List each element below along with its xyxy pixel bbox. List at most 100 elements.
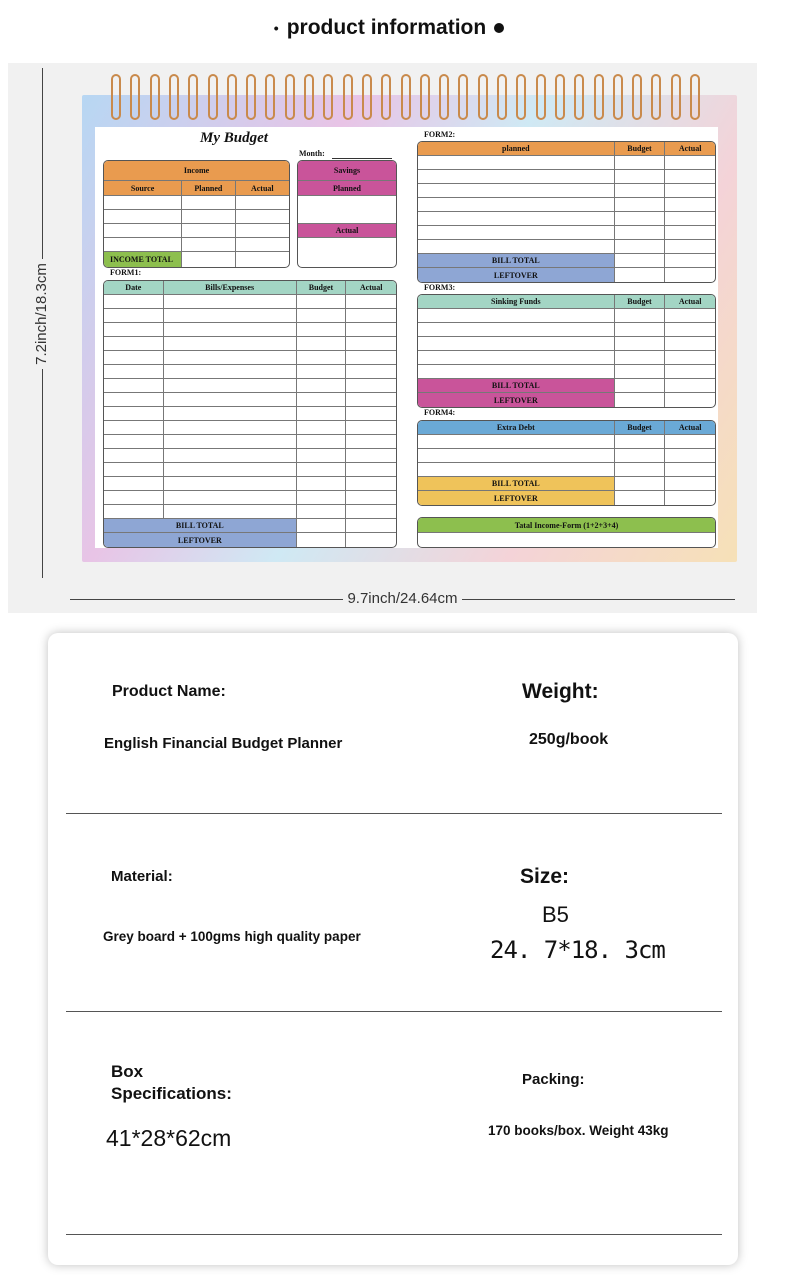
- table-cell[interactable]: [104, 463, 164, 476]
- table-cell[interactable]: [418, 156, 615, 169]
- table-cell[interactable]: [665, 170, 715, 183]
- table-cell[interactable]: [297, 351, 347, 364]
- table-cell[interactable]: [297, 435, 347, 448]
- table-cell[interactable]: [665, 198, 715, 211]
- table-cell[interactable]: [164, 477, 297, 490]
- table-cell[interactable]: [418, 240, 615, 253]
- table-cell[interactable]: [346, 477, 396, 490]
- table-cell[interactable]: [104, 238, 183, 251]
- table-cell[interactable]: [346, 351, 396, 364]
- table-cell[interactable]: [665, 435, 715, 448]
- table-cell[interactable]: [104, 505, 164, 518]
- table-cell[interactable]: [164, 407, 297, 420]
- table-cell[interactable]: [665, 323, 715, 336]
- table-cell[interactable]: [665, 254, 715, 267]
- table-cell[interactable]: [297, 449, 347, 462]
- table-cell[interactable]: [418, 337, 615, 350]
- table-cell[interactable]: [297, 337, 347, 350]
- table-cell[interactable]: [665, 240, 715, 253]
- table-cell[interactable]: [346, 379, 396, 392]
- table-cell[interactable]: [346, 519, 396, 532]
- table-cell[interactable]: [418, 533, 715, 547]
- table-cell[interactable]: [418, 351, 615, 364]
- table-cell[interactable]: [298, 196, 396, 223]
- table-cell[interactable]: [615, 379, 666, 392]
- table-cell[interactable]: [182, 252, 236, 267]
- table-cell[interactable]: [297, 519, 347, 532]
- table-cell[interactable]: [164, 393, 297, 406]
- table-cell[interactable]: [665, 393, 715, 407]
- table-cell[interactable]: [297, 295, 347, 308]
- table-cell[interactable]: [297, 463, 347, 476]
- table-cell[interactable]: [164, 309, 297, 322]
- table-cell[interactable]: [104, 210, 183, 223]
- table-cell[interactable]: [665, 337, 715, 350]
- table-cell[interactable]: [665, 463, 715, 476]
- table-cell[interactable]: [297, 421, 347, 434]
- table-cell[interactable]: [104, 379, 164, 392]
- table-cell[interactable]: [665, 351, 715, 364]
- table-cell[interactable]: [615, 477, 666, 490]
- table-cell[interactable]: [615, 351, 666, 364]
- table-cell[interactable]: [346, 295, 396, 308]
- table-cell[interactable]: [104, 491, 164, 504]
- table-cell[interactable]: [418, 463, 615, 476]
- table-cell[interactable]: [104, 224, 183, 237]
- table-cell[interactable]: [615, 240, 666, 253]
- table-cell[interactable]: [236, 210, 289, 223]
- table-cell[interactable]: [164, 449, 297, 462]
- table-cell[interactable]: [164, 295, 297, 308]
- table-cell[interactable]: [182, 224, 236, 237]
- table-cell[interactable]: [164, 365, 297, 378]
- table-cell[interactable]: [104, 351, 164, 364]
- table-cell[interactable]: [346, 463, 396, 476]
- table-cell[interactable]: [418, 323, 615, 336]
- table-cell[interactable]: [182, 238, 236, 251]
- table-cell[interactable]: [665, 268, 715, 282]
- table-cell[interactable]: [615, 309, 666, 322]
- table-cell[interactable]: [346, 323, 396, 336]
- table-cell[interactable]: [236, 224, 289, 237]
- table-cell[interactable]: [665, 449, 715, 462]
- table-cell[interactable]: [615, 198, 666, 211]
- table-cell[interactable]: [298, 238, 396, 267]
- table-cell[interactable]: [665, 309, 715, 322]
- table-cell[interactable]: [346, 505, 396, 518]
- table-cell[interactable]: [615, 337, 666, 350]
- table-cell[interactable]: [665, 156, 715, 169]
- table-cell[interactable]: [236, 252, 289, 267]
- table-cell[interactable]: [297, 407, 347, 420]
- table-cell[interactable]: [346, 421, 396, 434]
- table-cell[interactable]: [182, 196, 236, 209]
- table-cell[interactable]: [236, 238, 289, 251]
- table-cell[interactable]: [104, 435, 164, 448]
- table-cell[interactable]: [665, 184, 715, 197]
- table-cell[interactable]: [297, 533, 347, 547]
- table-cell[interactable]: [164, 351, 297, 364]
- table-cell[interactable]: [615, 156, 666, 169]
- table-cell[interactable]: [104, 309, 164, 322]
- table-cell[interactable]: [164, 379, 297, 392]
- table-cell[interactable]: [615, 435, 666, 448]
- table-cell[interactable]: [297, 505, 347, 518]
- table-cell[interactable]: [104, 323, 164, 336]
- table-cell[interactable]: [104, 449, 164, 462]
- table-cell[interactable]: [665, 379, 715, 392]
- table-cell[interactable]: [104, 421, 164, 434]
- table-cell[interactable]: [346, 491, 396, 504]
- table-cell[interactable]: [418, 170, 615, 183]
- table-cell[interactable]: [104, 407, 164, 420]
- table-cell[interactable]: [104, 196, 183, 209]
- table-cell[interactable]: [236, 196, 289, 209]
- table-cell[interactable]: [418, 435, 615, 448]
- table-cell[interactable]: [164, 505, 297, 518]
- table-cell[interactable]: [665, 365, 715, 378]
- table-cell[interactable]: [615, 170, 666, 183]
- table-cell[interactable]: [346, 393, 396, 406]
- table-cell[interactable]: [665, 226, 715, 239]
- table-cell[interactable]: [615, 184, 666, 197]
- table-cell[interactable]: [615, 226, 666, 239]
- table-cell[interactable]: [615, 212, 666, 225]
- table-cell[interactable]: [164, 491, 297, 504]
- table-cell[interactable]: [346, 533, 396, 547]
